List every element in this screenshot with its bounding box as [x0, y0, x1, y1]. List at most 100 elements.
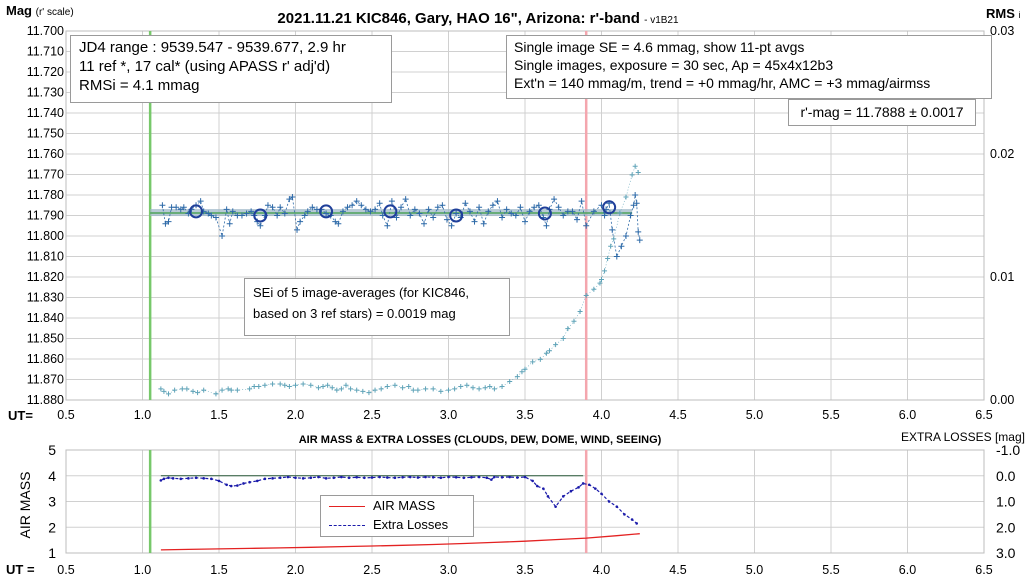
- rms-point: [228, 387, 234, 393]
- individual-mag-point: [286, 196, 293, 203]
- rms-point: [537, 356, 543, 362]
- legend-swatch-airmass: [329, 506, 365, 507]
- individual-mag-point: [462, 200, 469, 207]
- individual-mag-point: [294, 226, 301, 233]
- average-point: [537, 206, 552, 221]
- top-y-tick-label: 11.760: [27, 147, 64, 161]
- bottom-y-tick-label: 4: [48, 468, 56, 484]
- chart-version: - v1B21: [644, 15, 679, 26]
- individual-mag-point: [353, 198, 360, 205]
- rms-point: [219, 387, 225, 393]
- jd-info-box: JD4 range : 9539.547 - 9539.677, 2.9 hr …: [70, 35, 392, 103]
- rms-point: [482, 385, 488, 391]
- individual-mag-point: [376, 200, 383, 207]
- rms-point: [553, 342, 559, 348]
- top-x-axis-title: UT=: [8, 408, 33, 423]
- rms-point: [577, 308, 583, 314]
- rms-point: [308, 382, 314, 388]
- extra-losses-point: [159, 479, 163, 482]
- rms-point: [430, 386, 436, 392]
- top-y-axis-title-sub: (r' scale): [36, 7, 74, 18]
- rms-point: [286, 383, 292, 389]
- extra-losses-point: [271, 477, 274, 480]
- top-plot-frame: [65, 30, 985, 401]
- individual-mag-point: [323, 210, 330, 217]
- top-y-tick-label: 11.700: [27, 24, 64, 38]
- extra-losses-point: [569, 489, 573, 493]
- individual-mag-point: [489, 202, 496, 209]
- top-x-tick-label: 4.5: [669, 408, 686, 422]
- individual-mag-point: [372, 206, 379, 213]
- legend-label-airmass: AIR MASS: [373, 498, 436, 513]
- individual-mag-point: [622, 233, 629, 239]
- extra-losses-point: [332, 476, 336, 480]
- individual-mag-point: [476, 204, 483, 211]
- exposure-text: Single images, exposure = 30 sec, Ap = 4…: [514, 57, 834, 73]
- individual-mag-point: [578, 198, 585, 205]
- bottom-y-tick-label: 1: [48, 545, 56, 561]
- top-y2-tick-label: 0.01: [990, 270, 1014, 284]
- extra-losses-point: [324, 477, 328, 480]
- extra-losses-point: [355, 475, 359, 479]
- bottom-plot-area: [148, 450, 640, 553]
- individual-mag-point: [569, 208, 576, 215]
- individual-mag-point: [480, 220, 487, 227]
- top-y-tick-label: 11.800: [27, 229, 64, 243]
- individual-mag-point: [439, 202, 446, 209]
- top-y2-axis-title: RMS i: [986, 6, 1021, 21]
- rms-point: [392, 382, 398, 388]
- rms-point: [608, 243, 614, 249]
- extra-losses-point: [485, 476, 489, 480]
- top-y-axis-title: Mag (r' scale): [6, 3, 74, 18]
- rms-point: [282, 382, 288, 388]
- extra-losses-point: [179, 477, 183, 481]
- extinction-text: Ext'n = 140 mmag/m, trend = +0 mmag/hr, …: [514, 75, 931, 91]
- individual-mag-point: [274, 212, 281, 219]
- extra-losses-point: [242, 482, 245, 485]
- bottom-y2-tick-label: 0.0: [996, 468, 1016, 484]
- airmass-line: [160, 533, 640, 551]
- extra-losses-point: [286, 475, 290, 479]
- individual-mag-point: [277, 204, 284, 211]
- individual-mag-point: [590, 208, 597, 215]
- bottom-x-tick-label: 2.0: [287, 563, 304, 577]
- extra-losses-point: [630, 518, 634, 521]
- individual-mag-point: [205, 210, 212, 217]
- individual-mag-point: [165, 218, 172, 225]
- extra-losses-point: [162, 477, 166, 481]
- extra-losses-point: [581, 482, 585, 485]
- rms-point: [452, 386, 458, 392]
- extra-losses-point: [171, 477, 175, 480]
- individual-mag-point: [177, 206, 184, 213]
- average-point: [449, 208, 464, 223]
- individual-mag-point: [636, 237, 643, 244]
- individual-mag-point: [219, 233, 226, 239]
- rms-point: [195, 390, 201, 396]
- individual-mag-point: [494, 198, 501, 205]
- individual-mag-point: [512, 212, 519, 219]
- extra-losses-point: [263, 477, 267, 481]
- rms-point: [293, 382, 298, 388]
- rms-point: [172, 387, 178, 393]
- individual-mag-point: [229, 208, 236, 215]
- legend-label-extra: Extra Losses: [373, 517, 449, 532]
- extra-losses-point: [210, 477, 213, 481]
- extra-losses-point: [531, 479, 534, 483]
- individual-mag-point: [339, 208, 346, 215]
- top-x-tick-label: 1.0: [134, 408, 151, 422]
- rms-point: [158, 386, 164, 392]
- extra-losses-point: [587, 483, 591, 487]
- individual-mag-point: [223, 206, 230, 213]
- rms-point: [166, 391, 172, 397]
- bottom-x-tick-label: 3.5: [516, 563, 533, 577]
- individual-mag-point: [335, 220, 342, 227]
- bottom-x-tick-label: 5.0: [746, 563, 763, 577]
- rms-point: [605, 256, 611, 262]
- individual-mag-line: [162, 194, 641, 258]
- individual-mag-point: [531, 204, 538, 211]
- top-y-tick-label: 11.740: [27, 106, 64, 120]
- individual-mag-point: [304, 208, 311, 215]
- rms-point: [522, 366, 528, 372]
- rms-point: [519, 369, 525, 375]
- individual-mag-point: [632, 192, 639, 198]
